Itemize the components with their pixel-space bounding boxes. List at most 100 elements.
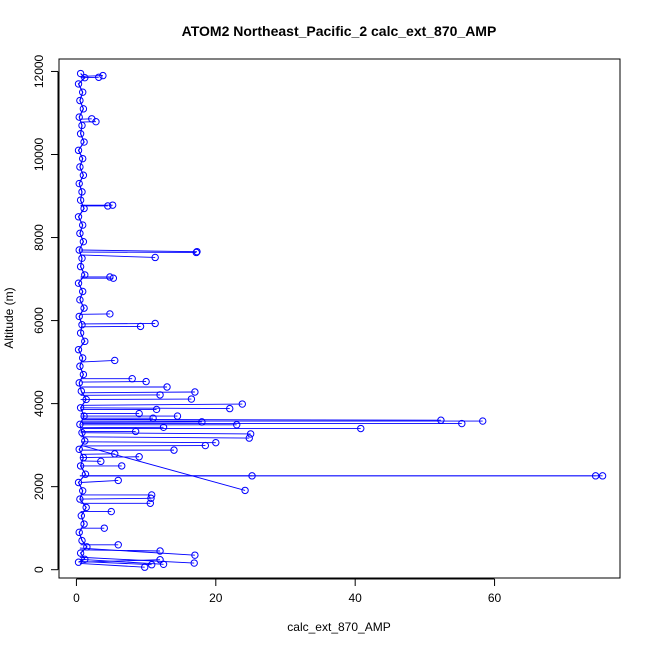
series-line-segment bbox=[81, 418, 441, 421]
plot-frame bbox=[58, 58, 621, 579]
series-line-segment bbox=[80, 432, 251, 435]
data-point bbox=[78, 321, 86, 329]
data-point bbox=[76, 296, 84, 304]
data-point bbox=[159, 560, 168, 568]
data-point bbox=[76, 329, 85, 337]
data-point bbox=[78, 354, 87, 362]
data-point bbox=[114, 476, 122, 485]
data-point bbox=[111, 356, 119, 365]
data-point bbox=[152, 405, 161, 414]
series-line-segment bbox=[79, 563, 145, 568]
data-point bbox=[74, 213, 83, 221]
data-point bbox=[111, 450, 119, 458]
data-point bbox=[156, 556, 164, 564]
x-tick-label: 20 bbox=[209, 591, 223, 605]
plot-area bbox=[74, 69, 607, 571]
data-point bbox=[80, 138, 88, 146]
data-point bbox=[135, 453, 143, 461]
data-point bbox=[76, 196, 85, 204]
data-point bbox=[81, 555, 89, 564]
data-point bbox=[190, 559, 198, 567]
data-point bbox=[479, 417, 487, 425]
data-point bbox=[458, 419, 466, 428]
data-point bbox=[78, 154, 87, 163]
data-point bbox=[74, 478, 83, 487]
y-tick-label: 8000 bbox=[32, 224, 46, 251]
data-point bbox=[74, 558, 83, 566]
data-point bbox=[147, 494, 155, 502]
data-point bbox=[80, 204, 88, 213]
data-point bbox=[149, 414, 157, 422]
data-point bbox=[74, 80, 83, 88]
y-axis-label: Altitude (m) bbox=[2, 287, 16, 348]
data-point bbox=[212, 438, 220, 447]
data-point bbox=[81, 470, 90, 478]
x-axis-label: calc_ext_870_AMP bbox=[287, 620, 390, 634]
series-line-segment bbox=[79, 558, 164, 565]
series-line-segment bbox=[81, 391, 195, 394]
data-point bbox=[233, 421, 241, 429]
data-point bbox=[192, 248, 200, 257]
data-point bbox=[75, 246, 83, 254]
data-point bbox=[76, 96, 84, 105]
data-point bbox=[108, 201, 117, 209]
series-line-segment bbox=[80, 479, 119, 483]
data-point bbox=[245, 434, 253, 442]
data-point bbox=[591, 472, 600, 480]
data-point bbox=[141, 563, 149, 571]
series-line-segment bbox=[81, 403, 243, 406]
data-point bbox=[100, 524, 108, 532]
series-line-segment bbox=[80, 436, 250, 439]
data-point bbox=[437, 416, 445, 424]
series-line-segment bbox=[80, 456, 140, 459]
data-point bbox=[109, 274, 118, 282]
data-point bbox=[74, 146, 83, 155]
series-line-segment bbox=[80, 497, 151, 500]
data-point bbox=[357, 424, 365, 433]
series-line bbox=[77, 73, 88, 563]
data-point bbox=[79, 370, 88, 379]
data-point bbox=[88, 115, 96, 123]
data-point bbox=[191, 388, 199, 396]
series-line-segment bbox=[79, 549, 161, 552]
data-point bbox=[78, 88, 87, 96]
y-tick-label: 10000 bbox=[32, 137, 46, 171]
x-tick-label: 40 bbox=[349, 591, 363, 605]
data-point bbox=[128, 375, 136, 383]
data-point bbox=[241, 486, 249, 495]
data-point bbox=[76, 462, 85, 470]
data-point bbox=[76, 130, 85, 138]
y-tick-label: 2000 bbox=[32, 473, 46, 500]
x-axis: 0 20 40 60 bbox=[73, 578, 502, 605]
data-point bbox=[159, 423, 168, 431]
data-point bbox=[151, 319, 159, 328]
data-point bbox=[82, 503, 90, 512]
data-point bbox=[74, 345, 83, 354]
series-line-segment bbox=[81, 407, 230, 410]
data-point bbox=[79, 453, 88, 462]
data-point bbox=[76, 163, 84, 171]
data-point bbox=[173, 412, 182, 420]
series-line-segment bbox=[81, 441, 216, 444]
data-point bbox=[191, 551, 199, 559]
data-point bbox=[79, 105, 88, 113]
data-point bbox=[79, 171, 88, 179]
data-point bbox=[78, 188, 86, 196]
data-point bbox=[74, 279, 83, 287]
data-point bbox=[78, 428, 86, 437]
data-point bbox=[76, 495, 84, 503]
data-point bbox=[75, 113, 83, 121]
data-point bbox=[75, 179, 83, 188]
data-point bbox=[97, 457, 105, 466]
data-point bbox=[77, 512, 86, 520]
data-point bbox=[99, 71, 107, 80]
data-point bbox=[78, 487, 87, 495]
data-point bbox=[106, 310, 114, 318]
data-point bbox=[81, 437, 89, 445]
data-point bbox=[81, 73, 89, 82]
data-point bbox=[118, 462, 126, 470]
data-point bbox=[193, 247, 201, 256]
data-point bbox=[598, 472, 607, 480]
data-point bbox=[201, 441, 210, 450]
series-line-segment bbox=[80, 359, 115, 363]
